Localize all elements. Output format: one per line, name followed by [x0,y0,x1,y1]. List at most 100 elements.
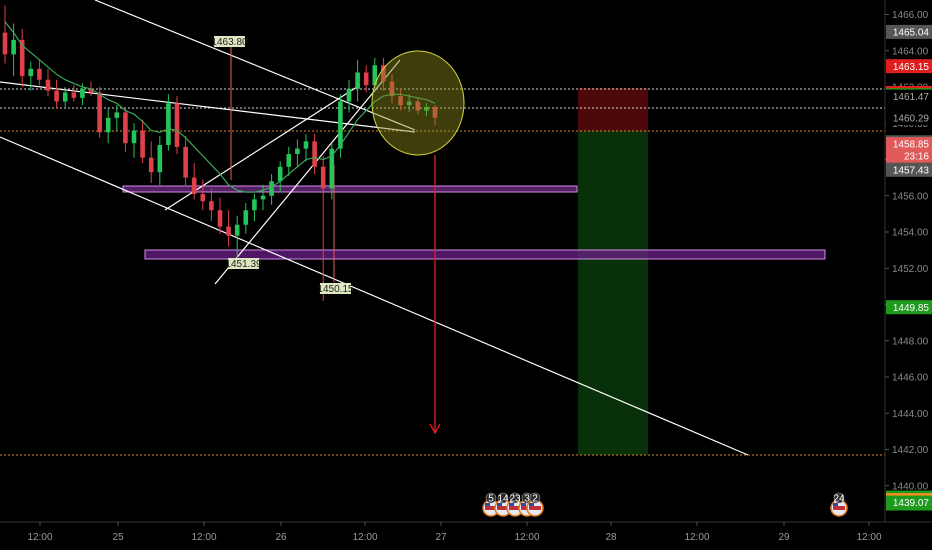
svg-text:12:00: 12:00 [27,532,52,543]
candle [131,123,137,158]
candle [252,193,257,222]
price-tick: 1464.00 [885,46,929,57]
price-label: 1460.29 [886,110,932,125]
candles [2,5,438,301]
svg-text:1461.47: 1461.47 [893,92,930,103]
candle [226,210,231,247]
price-tick: 1446.00 [885,373,929,384]
candle [363,65,369,93]
candle [277,161,283,193]
candle [260,184,266,211]
price-tick: 1466.00 [885,10,929,21]
support-box-upper[interactable] [122,185,578,193]
svg-text:1442.00: 1442.00 [892,445,929,456]
candle [97,87,102,138]
candle [243,203,249,234]
time-tick: 12:00 [684,522,710,543]
time-tick: 12:00 [514,522,540,543]
price-tick: 1442.00 [885,445,929,456]
svg-text:29: 29 [778,532,790,543]
candle [312,134,317,174]
svg-text:24: 24 [833,494,845,505]
candle [329,143,335,200]
candle [320,155,326,301]
time-tick: 12:00 [352,522,378,543]
candle [45,68,51,97]
svg-text:1450.15: 1450.15 [317,284,354,295]
price-tick: 1456.00 [885,191,929,202]
event-flag-icon[interactable]: 24 [830,492,848,517]
svg-text:2: 2 [532,494,538,505]
svg-text:1466.00: 1466.00 [892,10,929,21]
candle [346,79,352,113]
price-label: 1449.85 [886,300,932,315]
candle [269,174,274,205]
event-flag-icon[interactable]: 5 [482,492,500,517]
trendline-middle[interactable] [0,81,416,133]
svg-text:14: 14 [497,494,509,505]
price-tick: 1452.00 [885,264,929,275]
event-markers[interactable]: 5 14 23 3 2 24 [482,492,848,517]
event-flag-icon[interactable]: 23 [506,492,524,517]
time-tick: 29 [778,522,790,543]
candle [123,106,128,153]
svg-text:1449.85: 1449.85 [893,303,930,314]
svg-text:26: 26 [275,532,287,543]
candle [303,134,309,162]
time-axis[interactable] [0,522,932,550]
candle [28,61,34,91]
time-tick: 12:00 [191,522,217,543]
svg-text:1460.29: 1460.29 [893,114,930,125]
reward-zone [578,131,648,455]
candle [191,163,197,200]
candle [37,59,42,86]
price-label: 1457.43 [886,162,932,177]
price-axis-labels: 1465.041463.151461.671461.551461.471460.… [886,24,932,511]
price-label: 23:16 [886,148,932,163]
highlight-circle [371,50,465,156]
svg-text:1464.00: 1464.00 [892,46,929,57]
price-tick: 1454.00 [885,228,929,239]
candle [415,97,421,115]
trendline-rising[interactable] [214,59,401,285]
candle [114,105,120,131]
svg-text:1454.00: 1454.00 [892,228,929,239]
svg-text:1448.00: 1448.00 [892,336,929,347]
risk-zone [578,88,648,131]
svg-text:12:00: 12:00 [514,532,539,543]
candle [174,96,180,155]
price-tick: 1444.00 [885,409,929,420]
candle [355,59,360,102]
support-box-lower[interactable] [144,249,826,260]
svg-text:12:00: 12:00 [352,532,377,543]
svg-text:12:00: 12:00 [856,532,881,543]
svg-text:3: 3 [524,494,530,505]
svg-text:1458.85: 1458.85 [893,140,930,151]
time-tick: 26 [275,522,287,543]
price-label: 1439.07 [886,495,932,510]
time-tick: 28 [605,522,617,543]
price-label: 1463.15 [886,59,932,74]
svg-text:12:00: 12:00 [684,532,709,543]
time-tick: 12:00 [856,522,882,543]
svg-text:12:00: 12:00 [191,532,216,543]
candle [398,88,403,111]
candle [424,103,429,116]
trendline-channel[interactable] [164,84,361,211]
annotation-label-high: 1463.80 [211,36,248,48]
event-flag-icon[interactable]: 2 [526,492,544,517]
svg-text:1451.39: 1451.39 [225,259,262,270]
svg-text:1446.00: 1446.00 [892,373,929,384]
svg-text:5: 5 [488,494,494,505]
svg-text:23: 23 [509,494,521,505]
candle [148,141,154,184]
moving-average-line [4,21,436,193]
candle [2,5,8,64]
trendline-upper[interactable] [94,0,416,131]
candle [381,58,386,91]
candle [406,94,412,113]
trendline-lower[interactable] [0,136,749,456]
candle [338,94,343,158]
